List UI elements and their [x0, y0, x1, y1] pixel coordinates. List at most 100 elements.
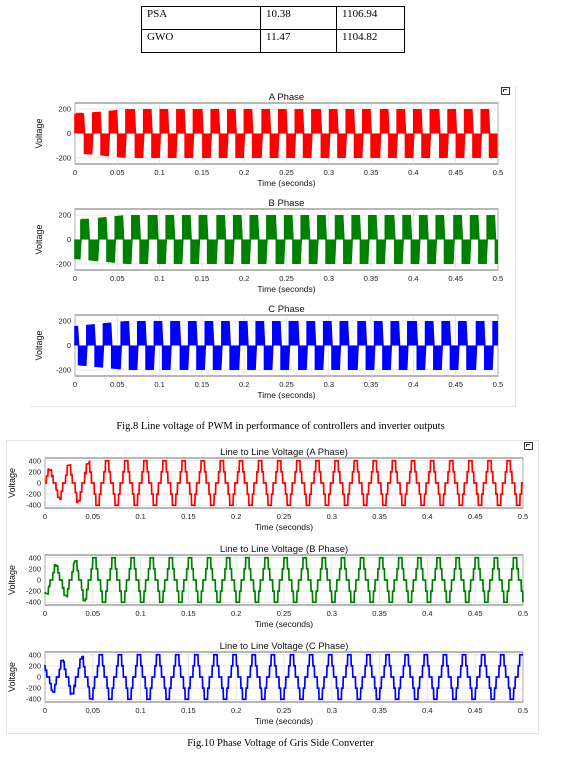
plot-panel: C Phase 0 0.05 0.1 0.15 0.2 0.25 0.3 0.35 0.4 0.45…: [34, 304, 503, 400]
waveform-band: [137, 321, 145, 346]
x-tick-label: 0.2: [231, 512, 241, 521]
dock-icon[interactable]: [501, 87, 510, 95]
table-cell: GWO: [141, 29, 261, 53]
table-cell: 11.47: [260, 29, 337, 53]
waveform-band: [445, 239, 452, 264]
waveform-band: [301, 215, 308, 240]
x-tick-label: 0.1: [135, 609, 145, 618]
waveform-band: [101, 133, 108, 155]
waveform-band: [199, 215, 207, 240]
x-tick-label: 0.2: [239, 168, 249, 177]
waveform-band: [135, 133, 142, 158]
waveform-band: [402, 215, 410, 240]
y-tick-label: -200: [26, 684, 41, 693]
x-tick-label: 0.1: [135, 706, 145, 715]
waveform-band: [411, 239, 418, 264]
y-tick-label: 200: [58, 211, 71, 220]
y-tick-label: -200: [26, 587, 41, 596]
waveform-band: [230, 345, 238, 370]
table-cell: 10.38: [260, 6, 337, 30]
results-table: PSA 10.38 1106.94 GWO 11.47 1104.82: [141, 6, 405, 53]
x-tick-label: 0.4: [408, 274, 418, 283]
x-axis-label: Time (seconds): [255, 619, 313, 629]
waveform-band: [115, 218, 122, 240]
waveform-band: [304, 133, 311, 158]
waveform-band: [177, 109, 184, 134]
waveform-band: [273, 321, 280, 346]
x-tick-label: 0.35: [372, 609, 387, 618]
waveform-band: [453, 215, 461, 240]
waveform-band: [250, 215, 258, 240]
waveform-band: [222, 321, 229, 346]
waveform-band: [397, 109, 404, 134]
x-tick-label: 0.35: [364, 168, 379, 177]
waveform-band: [160, 109, 167, 134]
x-tick-label: 0.3: [327, 609, 337, 618]
x-tick-label: 0.4: [408, 380, 418, 389]
waveform-band: [219, 133, 227, 158]
figure-10: Line to Line Voltage (A Phase) 0 0.05 0.1 0.…: [6, 440, 539, 734]
waveform-band: [104, 324, 111, 346]
x-tick-label: 0.5: [493, 168, 503, 177]
x-tick-label: 0.05: [110, 274, 125, 283]
x-tick-label: 0.3: [324, 168, 334, 177]
waveform-band: [261, 109, 269, 134]
y-tick-label: 200: [28, 661, 41, 670]
x-tick-label: 0.5: [518, 512, 528, 521]
waveform-band: [214, 345, 221, 370]
waveform-band: [470, 215, 477, 240]
x-tick-label: 0: [73, 168, 77, 177]
waveform-band: [442, 321, 449, 346]
waveform-band: [168, 133, 176, 158]
x-tick-label: 0.5: [493, 380, 503, 389]
x-tick-label: 0.25: [277, 706, 292, 715]
y-tick-label: -200: [26, 490, 41, 499]
x-tick-label: 0.1: [154, 380, 164, 389]
waveform-band: [318, 215, 325, 240]
x-tick-label: 0.35: [372, 706, 387, 715]
waveform-band: [479, 239, 486, 264]
x-tick-label: 0.15: [195, 380, 210, 389]
waveform-band: [278, 109, 286, 134]
x-tick-label: 0.5: [493, 274, 503, 283]
y-tick-label: -200: [56, 153, 71, 162]
waveform-band: [87, 324, 94, 346]
x-tick-label: 0.1: [154, 168, 164, 177]
waveform-band: [400, 345, 407, 370]
waveform-band: [309, 239, 317, 264]
y-tick-label: -200: [56, 259, 71, 268]
waveform-band: [228, 109, 235, 134]
waveform-band: [417, 345, 424, 370]
x-tick-label: 0.45: [468, 706, 483, 715]
x-tick-label: 0.3: [327, 512, 337, 521]
x-tick-label: 0.3: [324, 380, 334, 389]
waveform-band: [118, 133, 125, 155]
plot-panel: A Phase 0 0.05 0.1 0.15 0.2 0.25 0.3 0.35 0.4 0.45…: [34, 92, 503, 188]
waveform-band: [433, 345, 441, 370]
x-axis-label: Time (seconds): [257, 390, 315, 400]
waveform-band: [287, 133, 294, 158]
y-tick-label: 0: [37, 576, 41, 585]
waveform-band: [386, 215, 393, 240]
x-tick-label: 0.1: [154, 274, 164, 283]
x-tick-label: 0.5: [518, 609, 528, 618]
waveform-band: [462, 239, 469, 264]
plot-title: Line to Line Voltage (A Phase): [220, 447, 348, 458]
dock-icon[interactable]: [524, 442, 533, 450]
plot-title: C Phase: [268, 304, 304, 315]
x-tick-label: 0.25: [279, 168, 294, 177]
x-tick-label: 0.15: [195, 168, 210, 177]
waveform-band: [428, 239, 435, 264]
waveform-band: [197, 345, 204, 370]
waveform-band: [239, 321, 246, 346]
y-tick-label: 400: [28, 553, 41, 562]
waveform-band: [208, 239, 215, 264]
x-tick-label: 0.45: [448, 274, 463, 283]
waveform-band: [205, 321, 212, 346]
waveform-band: [343, 239, 351, 264]
waveform-band: [439, 133, 446, 158]
waveform-band: [143, 109, 150, 134]
waveform-band: [329, 109, 336, 134]
x-tick-label: 0.15: [181, 609, 196, 618]
x-tick-label: 0.15: [195, 274, 210, 283]
